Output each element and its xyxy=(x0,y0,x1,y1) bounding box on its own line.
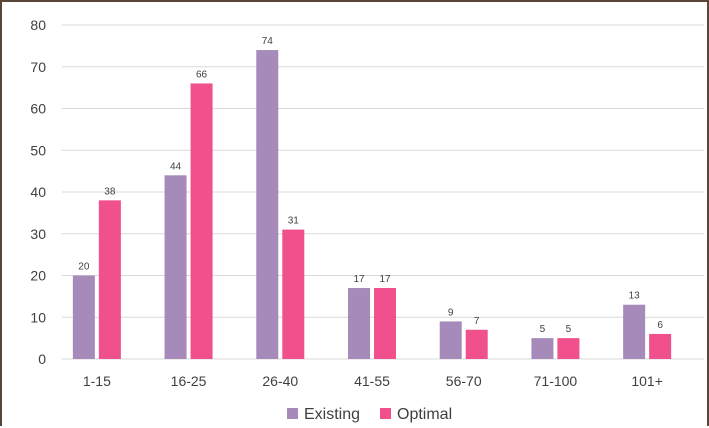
x-axis-ticks: 1-15 16-25 26-40 41-55 56-70 71-100 101+ xyxy=(83,373,663,389)
data-label: 74 xyxy=(262,36,274,47)
x-tick-label: 16-25 xyxy=(171,373,207,389)
legend-swatch-existing xyxy=(287,408,298,419)
bar-existing-26-40 xyxy=(256,50,279,360)
data-label: 38 xyxy=(104,186,116,197)
data-label: 6 xyxy=(657,320,663,331)
legend-label-optimal: Optimal xyxy=(397,406,452,423)
bar-existing-101+ xyxy=(623,304,646,359)
y-tick-label: 80 xyxy=(30,17,46,33)
x-tick-label: 101+ xyxy=(631,373,663,389)
data-label: 20 xyxy=(78,262,90,273)
bar-existing-56-70 xyxy=(439,321,462,359)
bar-existing-71-100 xyxy=(531,338,554,359)
bar-existing-41-55 xyxy=(348,288,370,359)
bar-optimal-71-100 xyxy=(557,338,580,359)
legend-label-existing: Existing xyxy=(304,406,360,423)
bar-optimal-1-15 xyxy=(98,200,121,359)
data-labels: 20 38 44 66 74 31 17 17 9 7 5 5 13 6 xyxy=(78,36,663,335)
y-tick-label: 60 xyxy=(30,101,46,117)
bar-optimal-56-70 xyxy=(465,329,488,359)
bar-optimal-16-25 xyxy=(190,83,213,359)
legend: Existing Optimal xyxy=(287,406,452,423)
y-tick-label: 20 xyxy=(30,268,46,284)
data-label: 66 xyxy=(196,69,208,80)
data-label: 17 xyxy=(353,274,365,285)
data-label: 7 xyxy=(474,316,480,327)
y-tick-label: 40 xyxy=(30,184,46,200)
y-tick-label: 70 xyxy=(30,59,46,75)
y-tick-label: 50 xyxy=(30,142,46,158)
y-axis-ticks: 0 10 20 30 40 50 60 70 80 xyxy=(30,17,46,367)
y-tick-label: 10 xyxy=(30,309,46,325)
bars xyxy=(72,50,672,360)
data-label: 17 xyxy=(379,274,391,285)
data-label: 13 xyxy=(629,291,641,302)
bar-existing-16-25 xyxy=(164,175,187,359)
bar-optimal-26-40 xyxy=(282,229,305,359)
data-label: 9 xyxy=(448,307,454,318)
data-label: 5 xyxy=(540,324,546,335)
data-label: 5 xyxy=(566,324,572,335)
bar-optimal-101+ xyxy=(649,333,672,359)
y-tick-label: 30 xyxy=(30,226,46,242)
bar-optimal-41-55 xyxy=(374,288,396,359)
data-label: 31 xyxy=(288,216,300,227)
x-tick-label: 56-70 xyxy=(446,373,482,389)
x-tick-label: 71-100 xyxy=(534,373,578,389)
bar-existing-1-15 xyxy=(72,275,95,359)
data-label: 44 xyxy=(170,161,182,172)
x-tick-label: 1-15 xyxy=(83,373,111,389)
y-tick-label: 0 xyxy=(38,351,46,367)
x-tick-label: 41-55 xyxy=(354,373,390,389)
legend-swatch-optimal xyxy=(380,408,391,419)
x-tick-label: 26-40 xyxy=(262,373,298,389)
